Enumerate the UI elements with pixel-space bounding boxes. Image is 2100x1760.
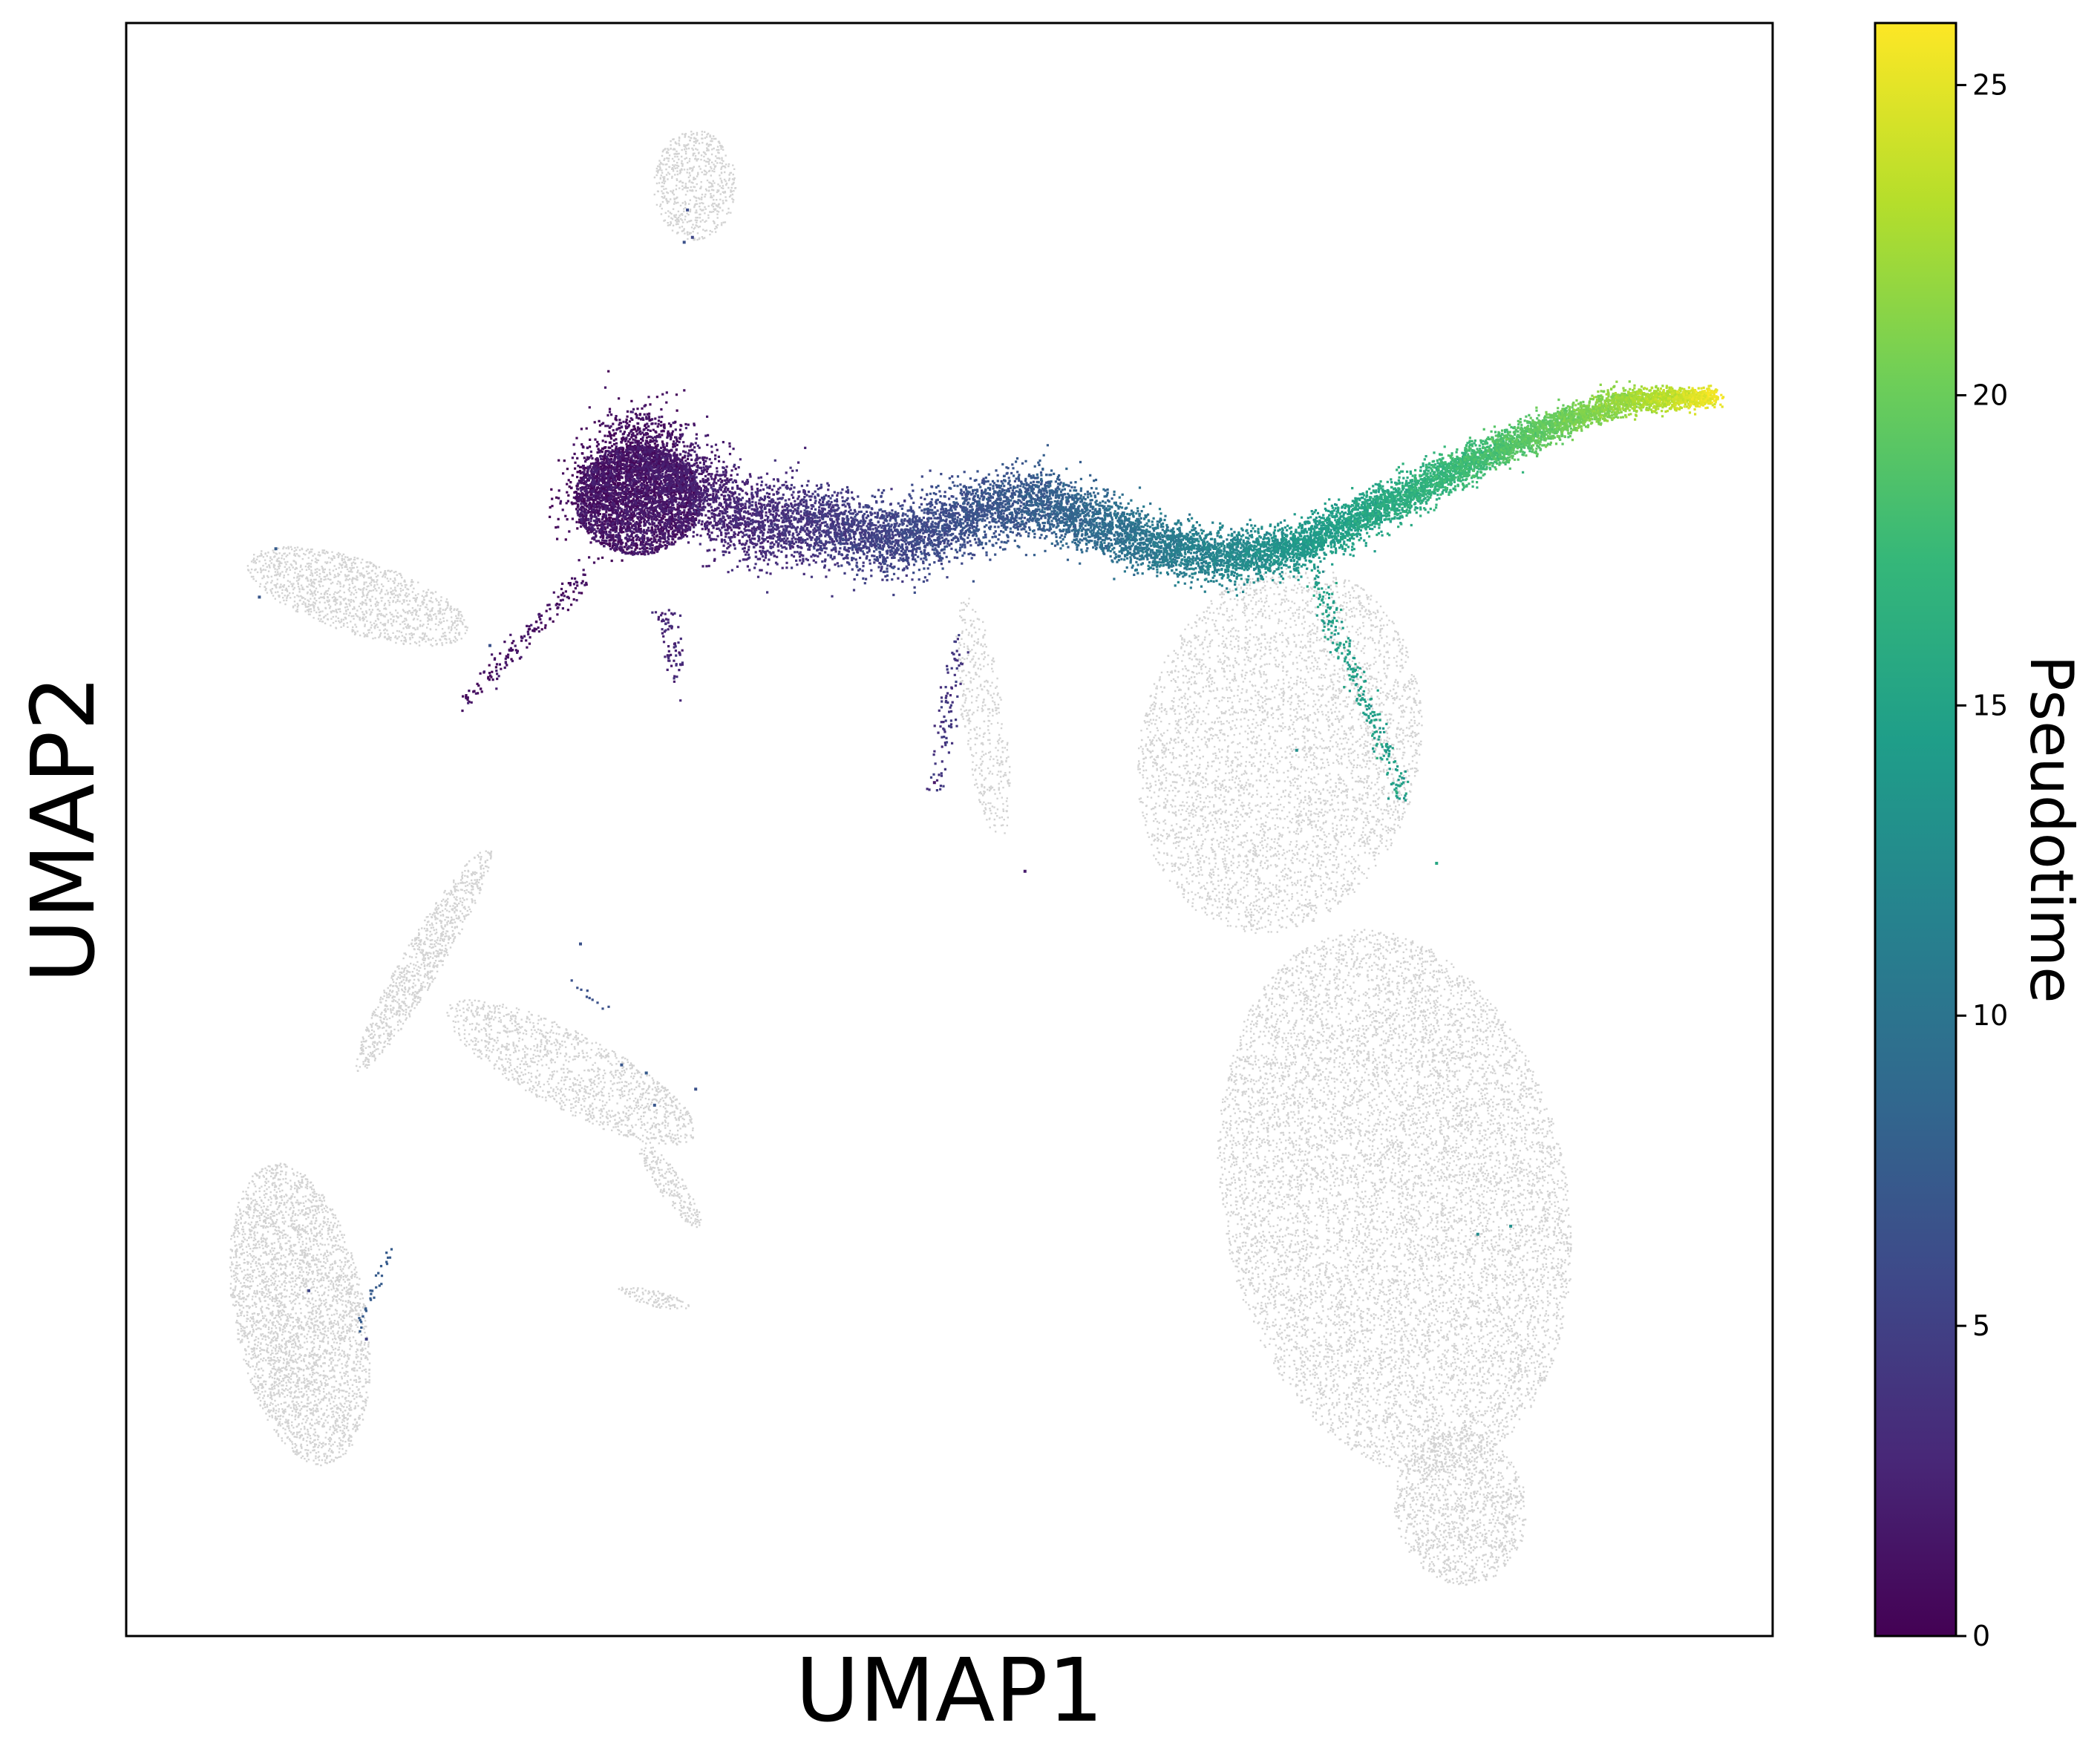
pseudotime-cell-group [1685, 392, 1705, 410]
pseudotime-cell-group [1675, 386, 1708, 405]
pseudotime-cell-group [1692, 393, 1719, 404]
pseudotime-cell-group [1563, 396, 1628, 424]
y-axis-label: UMAP2 [12, 675, 114, 983]
pseudotime-cell-group [1540, 405, 1603, 431]
pseudotime-cell-group [1488, 409, 1566, 466]
colorbar-ticks: 0 5 10 15 20 25 [1956, 69, 2008, 1652]
pseudotime-cell-group [883, 483, 1010, 572]
pseudotime-cell-group [1219, 564, 1222, 567]
colorbar-tick-label: 0 [1972, 1620, 1990, 1652]
pseudotime-cell-group [1683, 395, 1686, 399]
colorbar-tick-label: 25 [1972, 69, 2008, 102]
pseudotime-cell-group [1269, 504, 1392, 748]
pseudotime-cell-group [1701, 391, 1722, 406]
pseudotime-cell-group [840, 471, 1040, 575]
colorbar-label: Pseudotime [2017, 655, 2086, 1004]
pseudotime-cell-group [1675, 390, 1710, 402]
pseudotime-cell-group [1580, 405, 1583, 408]
pseudotime-cell-group [978, 477, 1122, 565]
pseudotime-cell-group [1497, 434, 1500, 436]
pseudotime-cell-group [769, 486, 963, 788]
pseudotime-cell-group [465, 393, 698, 699]
pseudotime-cell-group [920, 466, 1076, 557]
pseudotime-cell-group [1589, 405, 1612, 422]
pseudotime-cell-group [462, 416, 701, 698]
pseudotime-cell-group [1317, 480, 1416, 745]
pseudotime-cell-group [491, 419, 685, 681]
pseudotime-cell-group [1561, 403, 1598, 428]
pseudotime-cell-group [1445, 445, 1531, 480]
colorbar-tick-label: 5 [1972, 1309, 1990, 1342]
pseudotime-cell-group [1062, 486, 1171, 563]
pseudotime-cell-group [1592, 407, 1595, 410]
pseudotime-cell-group [1646, 386, 1675, 407]
colorbar: 0 5 10 15 20 25 Pseudotime [1874, 22, 2086, 1652]
pseudotime-cell-group [1175, 523, 1268, 579]
pseudotime-cell-group [1474, 450, 1495, 465]
pseudotime-cell-group [1476, 439, 1528, 460]
pseudotime-cell-group [1330, 479, 1423, 635]
pseudotime-cell-group [1620, 396, 1623, 399]
pseudotime-cell-group [1193, 518, 1292, 597]
pseudotime-cell-group [1508, 405, 1587, 462]
x-axis-label: UMAP1 [795, 1639, 1103, 1741]
pseudotime-cell-group [1615, 380, 1618, 383]
pseudotime-cell-group [1591, 394, 1651, 423]
pseudotime-cell-group [1646, 403, 1649, 406]
pseudotime-cells [258, 208, 1725, 1341]
colorbar-tick-label: 20 [1972, 379, 2008, 411]
pseudotime-cell-group [1564, 409, 1611, 422]
pseudotime-cell-group [1520, 434, 1530, 448]
colorbar-frame [1874, 22, 1957, 1638]
pseudotime-cell-group [1627, 390, 1671, 410]
pseudotime-cell-group [1691, 393, 1716, 401]
pseudotime-cell-group [1062, 494, 1122, 562]
pseudotime-cell-group [1653, 390, 1669, 399]
pseudotime-cell-group [1147, 523, 1278, 586]
pseudotime-cell-group [1603, 389, 1643, 411]
colorbar-tick-label: 10 [1972, 999, 2008, 1032]
plot-area [229, 131, 1725, 1586]
pseudotime-cell-group [692, 466, 871, 558]
pseudotime-cell-group [1101, 496, 1203, 572]
pseudotime-cell-group [1050, 489, 1148, 560]
pseudotime-cell-group [483, 440, 740, 673]
pseudotime-cell-group [1120, 512, 1214, 572]
pseudotime-cell-group [1643, 393, 1661, 396]
pseudotime-cell-group [1560, 395, 1603, 428]
pseudotime-cell-group [1580, 408, 1599, 419]
pseudotime-cell-group [1493, 440, 1520, 453]
pseudotime-cell-group [582, 443, 727, 556]
pseudotime-cell-group [1386, 464, 1448, 521]
pseudotime-cell-group [1214, 524, 1277, 575]
pseudotime-cell-group [1575, 399, 1605, 428]
pseudotime-cell-group [1701, 390, 1716, 402]
colorbar-tick-label: 15 [1972, 689, 2008, 722]
pseudotime-cell-group [1157, 531, 1269, 564]
pseudotime-cell-group [1426, 462, 1453, 482]
pseudotime-cell-group [1698, 390, 1710, 408]
pseudotime-cell-group [1367, 458, 1479, 793]
pseudotime-cell-group [1677, 390, 1713, 405]
pseudotime-cell-group [1130, 521, 1237, 588]
pseudotime-cell-group [1292, 488, 1404, 785]
pseudotime-cell-group [1688, 389, 1713, 407]
pseudotime-cell-group [1431, 430, 1530, 483]
pseudotime-cell-group [1631, 391, 1674, 410]
pseudotime-cell-group [1541, 419, 1544, 422]
pseudotime-cell-group [1152, 508, 1270, 587]
pseudotime-cell-group [1103, 512, 1196, 566]
colorbar-gradient [1875, 23, 1956, 1636]
pseudotime-cell-group [773, 485, 959, 698]
pseudotime-cell-group [1574, 423, 1577, 426]
pseudotime-cell-group [1586, 396, 1610, 414]
pseudotime-cell-group [1652, 393, 1692, 409]
plot-frame [125, 22, 1774, 1638]
pseudotime-cell-group [1612, 397, 1642, 406]
pseudotime-cell-group [1463, 436, 1542, 470]
pseudotime-cell-group [1632, 388, 1687, 409]
pseudotime-cell-group [1701, 390, 1718, 402]
